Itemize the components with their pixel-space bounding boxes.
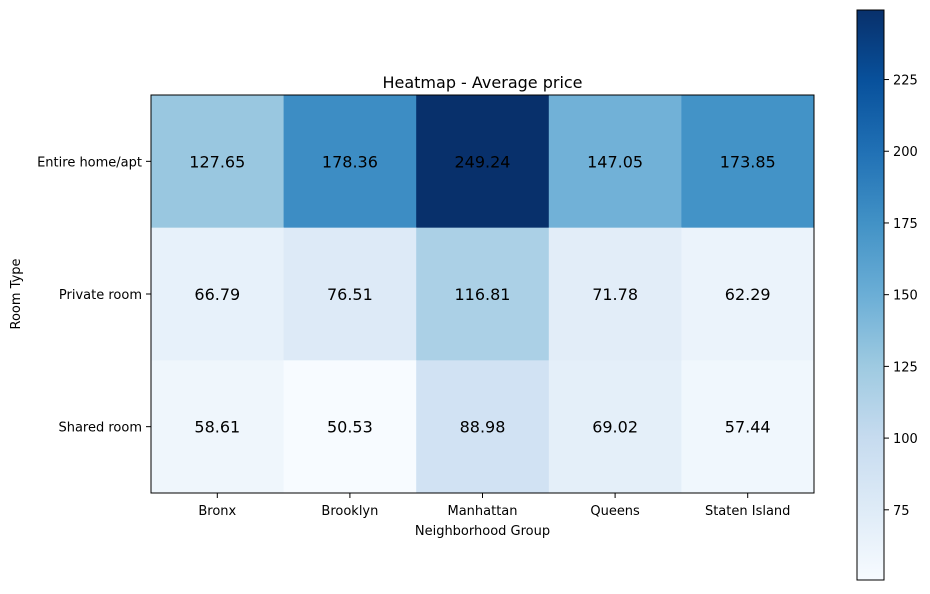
y-tick-label-shared-room: Shared room (58, 421, 142, 436)
cell-shared-room-staten-island (681, 360, 815, 494)
colorbar (856, 9, 885, 581)
y-axis-ticks: Entire home/apt Private room Shared room (37, 155, 151, 436)
heatmap-cells (151, 95, 815, 494)
cell-private-room-brooklyn-label: 76.51 (327, 285, 373, 304)
cell-entire-home-apt-queens (548, 95, 682, 229)
x-axis-label: Neighborhood Group (415, 524, 550, 539)
cell-shared-room-manhattan-label: 88.98 (460, 418, 506, 437)
colorbar-tick-label-200: 200 (893, 145, 918, 160)
cell-entire-home-apt-brooklyn-label: 178.36 (322, 152, 378, 171)
cell-entire-home-apt-brooklyn (283, 95, 417, 229)
colorbar-tick-label-100: 100 (893, 432, 918, 447)
y-axis-label: Room Type (9, 258, 24, 329)
cell-private-room-bronx-label: 66.79 (194, 285, 240, 304)
x-axis-ticks: Bronx Brooklyn Manhattan Queens Staten Islan… (198, 493, 790, 519)
cell-shared-room-bronx (151, 360, 285, 494)
y-tick-label-private-room: Private room (59, 288, 142, 303)
cell-entire-home-apt-manhattan-label: 249.24 (455, 152, 511, 171)
x-tick-label-staten-island: Staten Island (705, 504, 790, 519)
colorbar-tick-label-225: 225 (893, 74, 918, 89)
colorbar-ticks: 75 100 125 150 175 200 225 (884, 74, 918, 519)
colorbar-tick-label-150: 150 (893, 289, 918, 304)
chart-title: Heatmap - Average price (382, 73, 582, 92)
x-tick-label-brooklyn: Brooklyn (321, 504, 378, 519)
x-tick-label-queens: Queens (590, 504, 640, 519)
y-tick-label-entire-home-apt: Entire home/apt (37, 155, 142, 170)
cell-private-room-manhattan (416, 227, 550, 361)
cell-shared-room-brooklyn-label: 50.53 (327, 418, 373, 437)
cell-entire-home-apt-staten-island-label: 173.85 (720, 152, 776, 171)
cell-shared-room-bronx-label: 58.61 (194, 418, 240, 437)
cell-shared-room-queens-label: 69.02 (592, 418, 638, 437)
colorbar-tick-label-125: 125 (893, 360, 918, 375)
cell-shared-room-staten-island-label: 57.44 (725, 418, 771, 437)
cell-shared-room-brooklyn (283, 360, 417, 494)
cell-entire-home-apt-bronx (151, 95, 285, 229)
cell-private-room-manhattan-label: 116.81 (455, 285, 511, 304)
cell-private-room-bronx (151, 227, 285, 361)
colorbar-tick-label-75: 75 (893, 504, 910, 519)
cell-entire-home-apt-bronx-label: 127.65 (189, 152, 245, 171)
cell-private-room-brooklyn (283, 227, 417, 361)
cell-private-room-queens (548, 227, 682, 361)
cell-private-room-queens-label: 71.78 (592, 285, 638, 304)
cell-entire-home-apt-manhattan (416, 95, 550, 229)
cell-shared-room-queens (548, 360, 682, 494)
cell-private-room-staten-island (681, 227, 815, 361)
cell-private-room-staten-island-label: 62.29 (725, 285, 771, 304)
colorbar-tick-label-175: 175 (893, 217, 918, 232)
cell-entire-home-apt-staten-island (681, 95, 815, 229)
x-tick-label-manhattan: Manhattan (447, 504, 517, 519)
cell-entire-home-apt-queens-label: 147.05 (587, 152, 643, 171)
cell-shared-room-manhattan (416, 360, 550, 494)
x-tick-label-bronx: Bronx (198, 504, 236, 519)
cell-value-labels: 127.65 178.36 249.24 147.05 173.85 66.79 76.51… (189, 152, 775, 436)
